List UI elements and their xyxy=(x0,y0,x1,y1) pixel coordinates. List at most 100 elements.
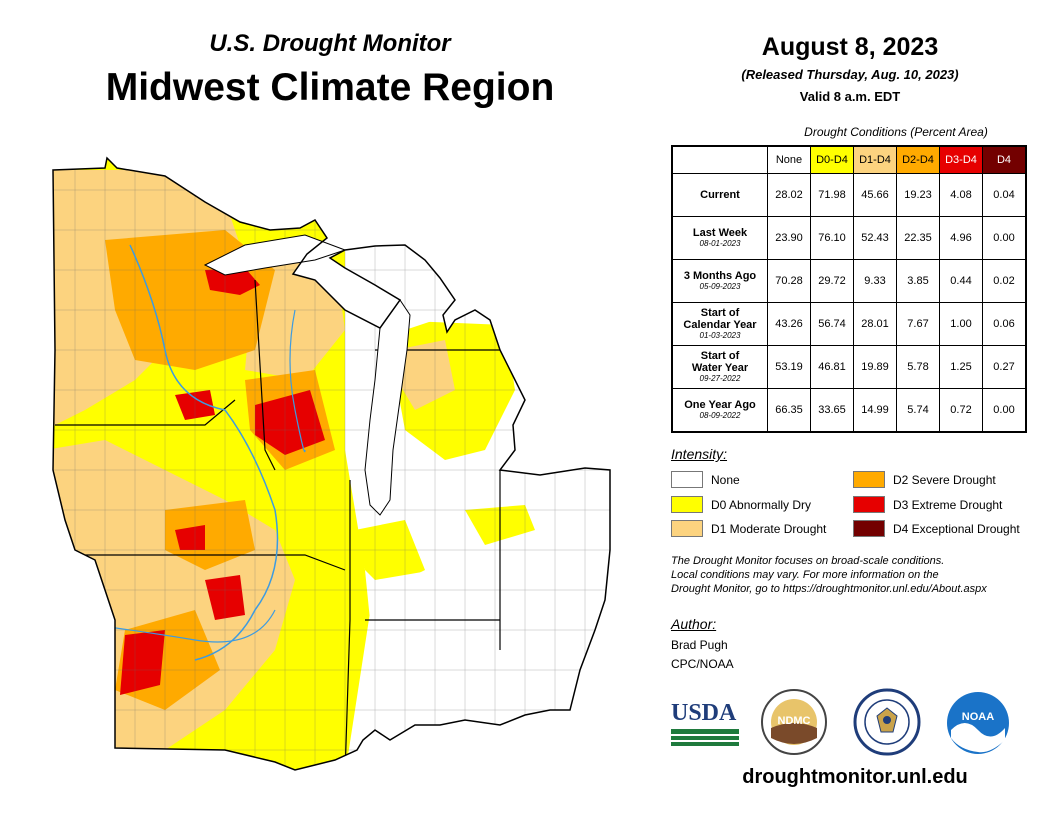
author-name: Brad Pugh xyxy=(671,638,728,652)
legend-label: D2 Severe Drought xyxy=(893,472,996,487)
table-cell: 7.67 xyxy=(896,302,940,346)
map-title: Midwest Climate Region xyxy=(105,66,555,109)
table-cell: 76.10 xyxy=(810,216,854,260)
table-cell: 0.06 xyxy=(982,302,1027,346)
map-area-d3-missouri-sw xyxy=(120,630,165,695)
table-cell: 28.02 xyxy=(767,173,811,217)
table-corner xyxy=(672,146,768,174)
legend-item-d0: D0 Abnormally Dry xyxy=(671,496,811,513)
table-cell: 0.04 xyxy=(982,173,1027,217)
state-borders xyxy=(55,279,505,770)
table-row-one-year-ago: One Year Ago 08-09-2022 66.35 33.65 14.99… xyxy=(671,388,1027,433)
legend-heading: Intensity: xyxy=(671,446,728,462)
map-area-d3-wisconsin xyxy=(255,390,325,455)
row-date: 09-27-2022 xyxy=(699,374,741,383)
ndmc-logo: NDMC xyxy=(761,689,827,755)
legend-label: D1 Moderate Drought xyxy=(711,521,827,536)
usda-logo: USDA xyxy=(671,700,739,750)
note-line: Drought Monitor, go to https://droughtmo… xyxy=(671,583,987,595)
table-cell: 70.28 xyxy=(767,259,811,303)
table-cell: 14.99 xyxy=(853,388,897,433)
table-cell: 29.72 xyxy=(810,259,854,303)
legend-swatch xyxy=(853,471,885,488)
table-cell: 19.23 xyxy=(896,173,940,217)
col-header-none: None xyxy=(767,145,811,174)
row-label: 3 Months Ago 05-09-2023 xyxy=(671,259,768,303)
table-cell: 4.96 xyxy=(939,216,983,260)
legend-item-d3: D3 Extreme Drought xyxy=(853,496,1002,513)
table-cell: 4.08 xyxy=(939,173,983,217)
row-label: Current xyxy=(671,173,768,217)
legend-swatch xyxy=(853,520,885,537)
legend-swatch xyxy=(671,471,703,488)
author-org: CPC/NOAA xyxy=(671,657,734,671)
row-label: Last Week 08-01-2023 xyxy=(671,216,768,260)
lake-michigan xyxy=(364,299,411,516)
table-cell: 33.65 xyxy=(810,388,854,433)
col-header-d0-d4: D0-D4 xyxy=(810,145,854,174)
table-cell: 5.74 xyxy=(896,388,940,433)
table-cell: 66.35 xyxy=(767,388,811,433)
valid-time: Valid 8 a.m. EDT xyxy=(799,89,901,104)
disclaimer-note: The Drought Monitor focuses on broad-sca… xyxy=(671,554,1041,596)
table-cell: 28.01 xyxy=(853,302,897,346)
col-header-d4: D4 xyxy=(982,145,1027,174)
table-row-start-water-year: Start of Water Year 09-27-2022 53.19 46.81… xyxy=(671,345,1027,389)
table-cell: 0.02 xyxy=(982,259,1027,303)
map-area-d2-iowa xyxy=(165,500,255,570)
row-date: 08-01-2023 xyxy=(699,239,741,248)
legend-item-d1: D1 Moderate Drought xyxy=(671,520,826,537)
table-cell: 19.89 xyxy=(853,345,897,389)
map-subtitle: U.S. Drought Monitor xyxy=(209,30,451,57)
row-date: 08-09-2022 xyxy=(699,411,741,420)
row-label: Start of Water Year 09-27-2022 xyxy=(671,345,768,389)
table-cell: 46.81 xyxy=(810,345,854,389)
legend-label: D0 Abnormally Dry xyxy=(711,497,812,512)
table-cell: 43.26 xyxy=(767,302,811,346)
legend-label: D4 Exceptional Drought xyxy=(893,521,1020,536)
doc-logo xyxy=(853,688,921,756)
table-cell: 22.35 xyxy=(896,216,940,260)
table-cell: 0.44 xyxy=(939,259,983,303)
row-label: Start of Calendar Year 01-03-2023 xyxy=(671,302,768,346)
table-cell: 56.74 xyxy=(810,302,854,346)
noaa-logo: NOAA xyxy=(947,692,1009,754)
svg-text:NOAA: NOAA xyxy=(962,711,994,723)
lake-superior xyxy=(203,234,347,276)
website-url: droughtmonitor.unl.edu xyxy=(742,766,968,788)
legend-label: None xyxy=(711,472,740,487)
col-header-d3-d4: D3-D4 xyxy=(939,145,983,174)
map-date: August 8, 2023 xyxy=(761,33,939,61)
table-cell: 0.27 xyxy=(982,345,1027,389)
legend-item-none: None xyxy=(671,471,740,488)
table-cell: 0.00 xyxy=(982,216,1027,260)
table-cell: 45.66 xyxy=(853,173,897,217)
legend-item-d2: D2 Severe Drought xyxy=(853,471,996,488)
table-row-start-calendar-year: Start of Calendar Year 01-03-2023 43.26 56… xyxy=(671,302,1027,346)
table-cell: 71.98 xyxy=(810,173,854,217)
table-cell: 1.00 xyxy=(939,302,983,346)
row-date: 05-09-2023 xyxy=(699,282,741,291)
table-cell: 52.43 xyxy=(853,216,897,260)
wisconsin-river xyxy=(289,309,306,453)
row-label: One Year Ago 08-09-2022 xyxy=(671,388,768,433)
mississippi-river xyxy=(129,244,279,661)
table-cell: 23.90 xyxy=(767,216,811,260)
svg-text:NDMC: NDMC xyxy=(778,715,811,727)
legend-label: D3 Extreme Drought xyxy=(893,497,1003,512)
map-area-d1-lower-michigan xyxy=(395,340,455,410)
table-row-3-months-ago: 3 Months Ago 05-09-2023 70.28 29.72 9.33 … xyxy=(671,259,1027,303)
table-cell: 9.33 xyxy=(853,259,897,303)
table-cell: 0.00 xyxy=(982,388,1027,433)
map-area-d0-indiana xyxy=(355,520,425,590)
legend-item-d4: D4 Exceptional Drought xyxy=(853,520,1020,537)
drought-conditions-table: None D0-D4 D1-D4 D2-D4 D3-D4 D4 Current … xyxy=(671,145,1027,433)
legend-swatch xyxy=(671,520,703,537)
table-row-last-week: Last Week 08-01-2023 23.90 76.10 52.43 22… xyxy=(671,216,1027,260)
legend-swatch xyxy=(671,496,703,513)
map-area-d3-northwoods xyxy=(205,268,260,295)
note-line: Local conditions may vary. For more info… xyxy=(671,569,939,581)
release-date: (Released Thursday, Aug. 10, 2023) xyxy=(741,67,959,82)
note-line: The Drought Monitor focuses on broad-sca… xyxy=(671,555,945,567)
author-heading: Author: xyxy=(671,616,717,632)
